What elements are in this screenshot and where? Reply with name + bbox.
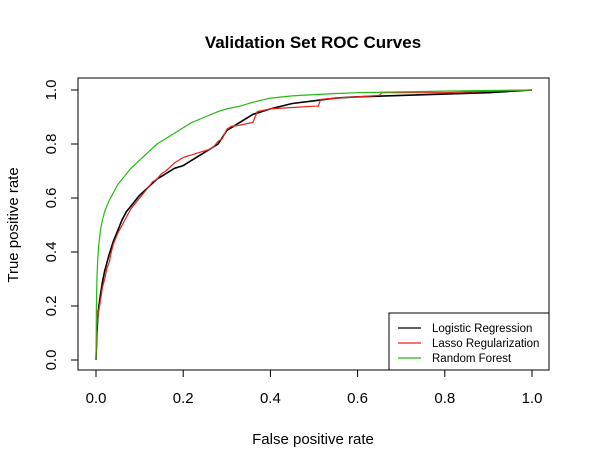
x-tick-label: 0.6: [347, 390, 368, 407]
legend: Logistic Regression Lasso Regularization R…: [388, 312, 550, 371]
series-line-random-forest: [95, 89, 533, 361]
legend-entry: Random Forest: [432, 353, 512, 365]
x-tick-label: 0.2: [173, 390, 194, 407]
x-tick-label: 0.4: [260, 390, 281, 407]
y-axis: 0.0 0.2 0.4 0.6 0.8 1.0: [43, 80, 79, 371]
x-axis: 0.0 0.2 0.4 0.6 0.8 1.0: [86, 369, 543, 407]
x-tick-label: 0.8: [434, 390, 455, 407]
x-axis-label: False positive rate: [252, 431, 374, 448]
y-tick-label: 0.2: [43, 296, 60, 317]
legend-entry: Lasso Regularization: [432, 338, 539, 350]
chart-title: Validation Set ROC Curves: [205, 33, 421, 52]
x-tick-label: 0.0: [86, 390, 107, 407]
legend-entry: Logistic Regression: [432, 323, 532, 335]
y-tick-label: 0.6: [43, 188, 60, 209]
x-tick-label: 1.0: [522, 390, 543, 407]
y-tick-label: 0.4: [43, 242, 60, 263]
legend-box: [388, 312, 550, 371]
plot-frame: [77, 77, 550, 371]
y-tick-label: 1.0: [43, 80, 60, 101]
series-layer: [95, 89, 533, 361]
series-line-logistic-regression: [95, 89, 533, 361]
y-tick-label: 0.8: [43, 134, 60, 155]
y-tick-label: 0.0: [43, 350, 60, 371]
y-axis-label: True positive rate: [5, 167, 22, 282]
series-line-lasso-regularization: [95, 89, 533, 361]
